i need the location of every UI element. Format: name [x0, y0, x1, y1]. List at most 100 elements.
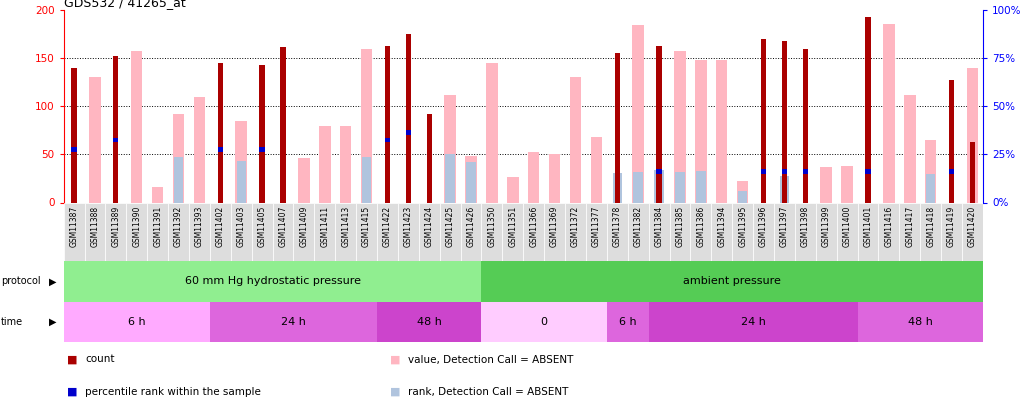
Bar [821, 167, 832, 202]
Bar [481, 202, 503, 261]
Bar [280, 47, 285, 202]
Text: GSM11400: GSM11400 [842, 205, 852, 247]
Bar [883, 23, 895, 202]
Bar [675, 172, 684, 202]
Text: protocol: protocol [1, 277, 41, 286]
Text: GSM11402: GSM11402 [215, 205, 225, 247]
Bar [858, 302, 983, 342]
Bar [761, 39, 766, 202]
Bar [64, 302, 210, 342]
Text: GSM11395: GSM11395 [738, 205, 747, 247]
Bar [72, 68, 77, 202]
Bar [84, 202, 106, 261]
Bar [802, 49, 807, 202]
Bar [64, 202, 84, 261]
Text: ambient pressure: ambient pressure [683, 277, 781, 286]
Bar [152, 187, 163, 202]
Bar [628, 202, 648, 261]
Bar [761, 169, 766, 174]
Bar [64, 261, 481, 302]
Text: GSM11416: GSM11416 [884, 205, 894, 247]
Bar [569, 77, 582, 202]
Bar [733, 202, 753, 261]
Bar [251, 202, 273, 261]
Text: 60 mm Hg hydrostatic pressure: 60 mm Hg hydrostatic pressure [185, 277, 360, 286]
Bar [904, 95, 915, 202]
Text: GDS532 / 41265_at: GDS532 / 41265_at [64, 0, 186, 9]
Text: GSM11384: GSM11384 [655, 205, 664, 247]
Bar [385, 46, 390, 202]
Bar [319, 126, 330, 202]
Bar [293, 202, 314, 261]
Text: GSM11398: GSM11398 [801, 205, 810, 247]
Bar [340, 126, 352, 202]
Text: GSM11372: GSM11372 [571, 205, 580, 247]
Text: GSM11390: GSM11390 [132, 205, 142, 247]
Text: ■: ■ [390, 354, 400, 364]
Text: GSM11403: GSM11403 [237, 205, 245, 247]
Bar [920, 202, 941, 261]
Text: 6 h: 6 h [619, 317, 636, 327]
Text: GSM11388: GSM11388 [90, 205, 100, 247]
Bar [405, 34, 411, 202]
Bar [231, 202, 251, 261]
Text: GSM11387: GSM11387 [70, 205, 79, 247]
Bar [816, 202, 836, 261]
Bar [72, 147, 77, 152]
Bar [419, 202, 440, 261]
Bar [962, 202, 983, 261]
Bar [131, 51, 143, 202]
Text: GSM11409: GSM11409 [300, 205, 309, 247]
Bar [168, 202, 189, 261]
Bar [237, 161, 246, 202]
Text: GSM11415: GSM11415 [362, 205, 371, 247]
Text: GSM11417: GSM11417 [905, 205, 914, 247]
Bar [648, 202, 670, 261]
Text: ■: ■ [67, 354, 77, 364]
Text: ▶: ▶ [49, 317, 56, 327]
Bar [362, 157, 371, 202]
Bar [865, 17, 871, 202]
Bar [260, 147, 265, 152]
Bar [481, 302, 606, 342]
Bar [802, 169, 807, 174]
Text: GSM11424: GSM11424 [425, 205, 434, 247]
Bar [210, 202, 231, 261]
Bar [970, 142, 975, 202]
Bar [467, 162, 476, 202]
Bar [878, 202, 900, 261]
Bar [690, 202, 711, 261]
Bar [89, 77, 101, 202]
Bar [377, 302, 481, 342]
Bar [858, 202, 878, 261]
Bar [966, 68, 978, 202]
Text: GSM11393: GSM11393 [195, 205, 204, 247]
Bar [481, 261, 983, 302]
Text: GSM11391: GSM11391 [153, 205, 162, 247]
Bar [738, 191, 747, 202]
Bar [670, 202, 690, 261]
Text: rank, Detection Call = ABSENT: rank, Detection Call = ABSENT [408, 387, 568, 397]
Bar [711, 202, 733, 261]
Bar [648, 302, 858, 342]
Bar [615, 53, 620, 202]
Text: GSM11419: GSM11419 [947, 205, 956, 247]
Bar [657, 169, 662, 174]
Bar [377, 202, 398, 261]
Text: ■: ■ [67, 387, 77, 397]
Text: GSM11405: GSM11405 [258, 205, 267, 247]
Text: GSM11396: GSM11396 [759, 205, 768, 247]
Text: GSM11399: GSM11399 [822, 205, 831, 247]
Text: GSM11385: GSM11385 [675, 205, 684, 247]
Bar [549, 154, 560, 202]
Text: GSM11426: GSM11426 [467, 205, 475, 247]
Bar [900, 202, 920, 261]
Text: GSM11401: GSM11401 [864, 205, 872, 247]
Bar [737, 181, 748, 202]
Bar [655, 170, 664, 202]
Bar [528, 153, 540, 202]
Text: GSM11422: GSM11422 [383, 205, 392, 247]
Text: GSM11394: GSM11394 [717, 205, 726, 247]
Bar [385, 138, 390, 143]
Bar [716, 60, 727, 202]
